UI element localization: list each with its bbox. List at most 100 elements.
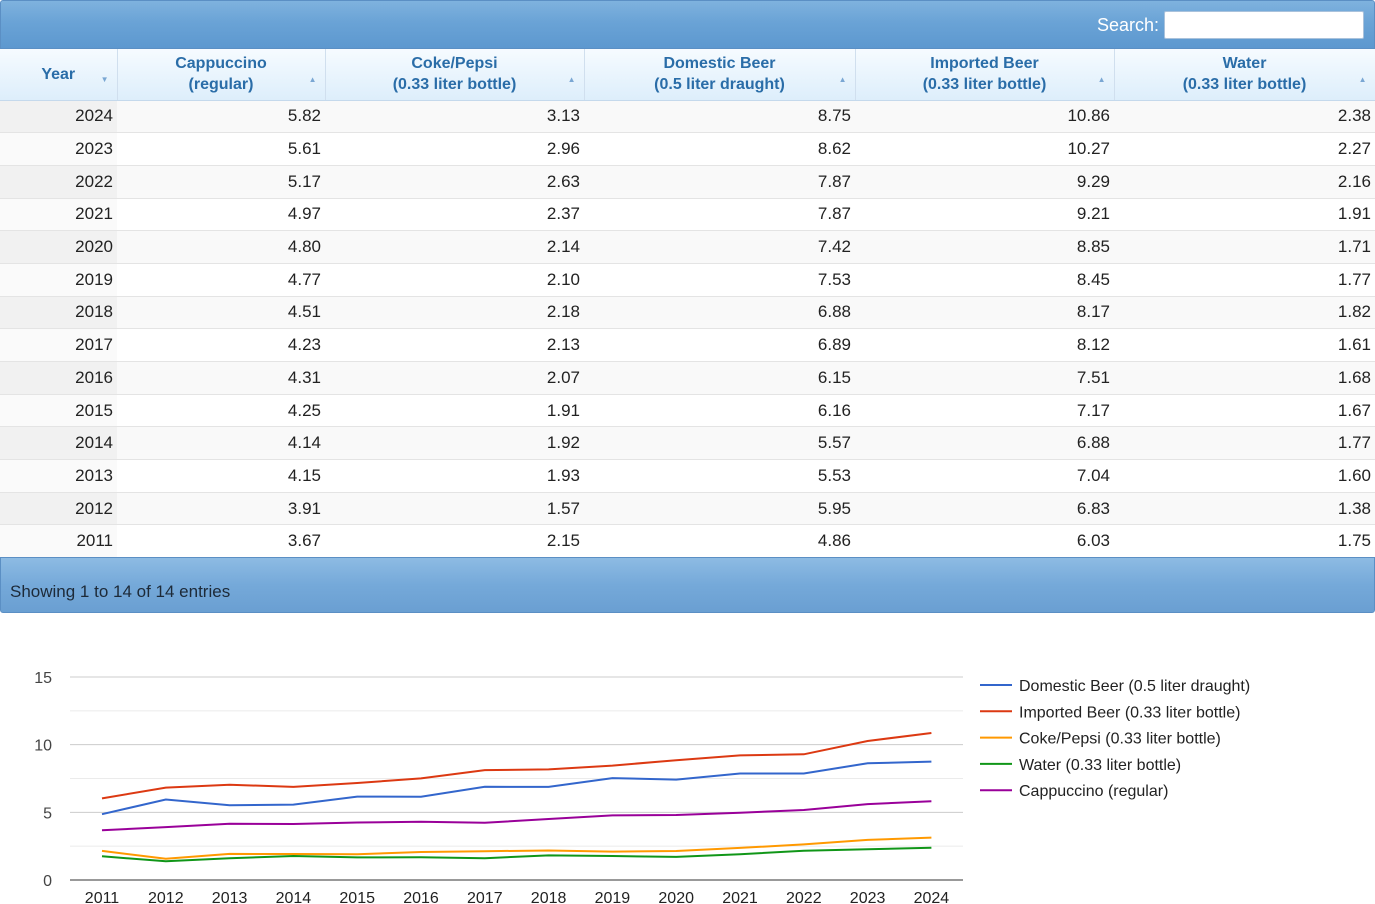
- price-cell: 3.67: [117, 524, 325, 559]
- legend-label: Imported Beer (0.33 liter bottle): [1019, 704, 1240, 721]
- price-cell: 4.25: [117, 394, 325, 428]
- column-header-subtitle: (0.33 liter bottle): [922, 76, 1047, 94]
- column-header-subtitle: (0.33 liter bottle): [1182, 76, 1307, 94]
- table-footer: Showing 1 to 14 of 14 entries: [0, 557, 1375, 613]
- x-tick-label: 2016: [403, 890, 439, 904]
- price-cell: 2.18: [325, 296, 584, 330]
- x-tick-label: 2024: [914, 890, 950, 904]
- price-cell: 1.91: [325, 394, 584, 428]
- price-cell: 1.92: [325, 426, 584, 461]
- sort-ascending-icon: ▲: [567, 75, 576, 84]
- search-label: Search:: [1096, 15, 1159, 35]
- legend-label: Water (0.33 liter bottle): [1019, 757, 1181, 774]
- price-cell: 2.96: [325, 132, 584, 166]
- column-header-3[interactable]: Domestic Beer (0.5 liter draught) ▲: [584, 49, 856, 101]
- y-tick-label: 0: [43, 873, 52, 890]
- price-cell: 1.57: [325, 492, 584, 526]
- year-cell: 2024: [0, 100, 117, 134]
- legend-label: Cappuccino (regular): [1019, 783, 1168, 800]
- price-cell: 2.13: [325, 328, 584, 362]
- price-cell: 7.87: [584, 198, 855, 232]
- price-cell: 1.75: [1114, 524, 1375, 559]
- price-cell: 7.87: [584, 165, 855, 199]
- price-cell: 1.61: [1114, 328, 1375, 362]
- price-cell: 7.53: [584, 263, 855, 297]
- year-cell: 2021: [0, 198, 117, 232]
- y-tick-label: 10: [34, 738, 52, 755]
- price-cell: 5.61: [117, 132, 325, 166]
- table-row: 2024 5.82 3.13 8.75 10.86 2.38: [0, 100, 1375, 134]
- x-tick-label: 2023: [850, 890, 886, 904]
- price-cell: 2.37: [325, 198, 584, 232]
- price-cell: 2.07: [325, 361, 584, 395]
- year-cell: 2011: [0, 524, 117, 559]
- x-tick-label: 2013: [212, 890, 248, 904]
- year-cell: 2018: [0, 296, 117, 330]
- table-toolbar: Search:: [0, 0, 1375, 49]
- table-row: 2019 4.77 2.10 7.53 8.45 1.77: [0, 263, 1375, 297]
- year-cell: 2020: [0, 230, 117, 264]
- price-cell: 1.60: [1114, 459, 1375, 493]
- price-cell: 4.14: [117, 426, 325, 461]
- price-cell: 6.16: [584, 394, 855, 428]
- column-header-title: Cappuccino: [175, 55, 267, 73]
- price-cell: 2.63: [325, 165, 584, 199]
- year-cell: 2014: [0, 426, 117, 461]
- year-cell: 2022: [0, 165, 117, 199]
- x-tick-label: 2020: [658, 890, 694, 904]
- price-cell: 5.17: [117, 165, 325, 199]
- price-cell: 3.91: [117, 492, 325, 526]
- column-header-title: Water: [1222, 55, 1267, 73]
- table-row: 2023 5.61 2.96 8.62 10.27 2.27: [0, 132, 1375, 166]
- search-input[interactable]: [1164, 11, 1364, 39]
- column-header-4[interactable]: Imported Beer (0.33 liter bottle) ▲: [855, 49, 1115, 101]
- table-row: 2020 4.80 2.14 7.42 8.85 1.71: [0, 230, 1375, 264]
- data-table: Year ▼ Cappuccino (regular) ▲ Coke/Pepsi (0.33…: [0, 49, 1375, 559]
- x-tick-label: 2015: [339, 890, 375, 904]
- price-cell: 1.38: [1114, 492, 1375, 526]
- price-cell: 9.29: [855, 165, 1114, 199]
- price-cell: 5.95: [584, 492, 855, 526]
- column-header-1[interactable]: Cappuccino (regular) ▲: [117, 49, 326, 101]
- price-cell: 6.88: [855, 426, 1114, 461]
- price-cell: 7.42: [584, 230, 855, 264]
- year-cell: 2019: [0, 263, 117, 297]
- column-header-0[interactable]: Year ▼: [0, 49, 118, 101]
- table-row: 2021 4.97 2.37 7.87 9.21 1.91: [0, 198, 1375, 232]
- table-row: 2011 3.67 2.15 4.86 6.03 1.75: [0, 524, 1375, 559]
- series-line-0: [101, 760, 932, 816]
- year-cell: 2017: [0, 328, 117, 362]
- column-header-title: Imported Beer: [930, 55, 1039, 73]
- column-header-title: Domestic Beer: [663, 55, 776, 73]
- price-cell: 10.27: [855, 132, 1114, 166]
- x-tick-label: 2021: [722, 890, 758, 904]
- price-cell: 4.51: [117, 296, 325, 330]
- table-header-row: Year ▼ Cappuccino (regular) ▲ Coke/Pepsi (0.33…: [0, 49, 1375, 101]
- sort-ascending-icon: ▲: [838, 75, 847, 84]
- price-cell: 4.15: [117, 459, 325, 493]
- table-body: 2024 5.82 3.13 8.75 10.86 2.38 2023 5.61 2.96 8.6…: [0, 100, 1375, 559]
- price-cell: 2.10: [325, 263, 584, 297]
- price-cell: 6.15: [584, 361, 855, 395]
- series-line-2: [101, 836, 932, 860]
- price-cell: 5.57: [584, 426, 855, 461]
- table-row: 2018 4.51 2.18 6.88 8.17 1.82: [0, 296, 1375, 330]
- column-header-2[interactable]: Coke/Pepsi (0.33 liter bottle) ▲: [325, 49, 585, 101]
- table-row: 2017 4.23 2.13 6.89 8.12 1.61: [0, 328, 1375, 362]
- price-cell: 2.14: [325, 230, 584, 264]
- sort-ascending-icon: ▲: [1358, 75, 1367, 84]
- price-cell: 4.86: [584, 524, 855, 559]
- column-header-subtitle: (0.5 liter draught): [654, 76, 785, 94]
- y-tick-label: 15: [34, 670, 52, 687]
- price-cell: 4.77: [117, 263, 325, 297]
- price-cell: 1.71: [1114, 230, 1375, 264]
- x-tick-label: 2011: [85, 890, 120, 904]
- price-cell: 1.68: [1114, 361, 1375, 395]
- column-header-5[interactable]: Water (0.33 liter bottle) ▲: [1114, 49, 1375, 101]
- price-cell: 5.82: [117, 100, 325, 134]
- price-cell: 8.85: [855, 230, 1114, 264]
- table-row: 2014 4.14 1.92 5.57 6.88 1.77: [0, 426, 1375, 461]
- price-cell: 4.23: [117, 328, 325, 362]
- price-cell: 1.82: [1114, 296, 1375, 330]
- price-cell: 8.45: [855, 263, 1114, 297]
